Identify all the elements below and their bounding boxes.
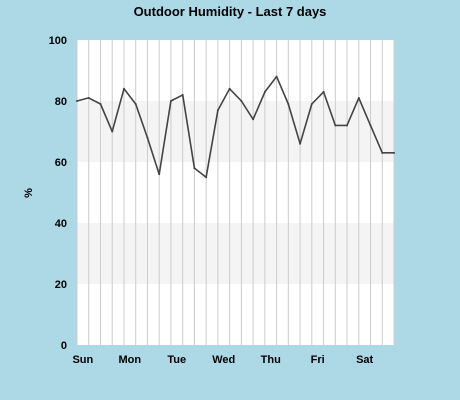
chart-title: Outdoor Humidity - Last 7 days [134,4,327,19]
x-tick-label-tue: Tue [167,354,186,366]
data-point [205,176,208,179]
data-point [252,118,255,121]
horizontal-band [77,223,394,284]
data-point [76,100,78,102]
x-tick-label-mon: Mon [119,354,142,366]
data-point [87,96,90,99]
plot-background [77,40,394,345]
data-point [99,103,102,106]
data-point [158,173,161,176]
data-point [381,151,384,154]
data-point [299,142,302,145]
data-point [275,75,278,78]
data-point [181,93,184,96]
y-tick-label: 100 [49,35,67,47]
data-point [228,87,231,90]
data-point [322,90,325,93]
data-point [263,90,266,93]
data-point [393,151,395,154]
x-tick-label-sun: Sun [72,354,93,366]
data-point [346,124,349,127]
data-point [169,100,172,102]
data-point [240,100,243,102]
horizontal-band [77,101,394,162]
x-tick-label-thu: Thu [261,354,281,366]
data-point [287,103,290,106]
y-tick-label: 20 [55,279,67,291]
data-point [369,124,372,127]
y-tick-label: 40 [55,218,67,230]
data-point [111,130,114,133]
y-tick-label: 80 [55,96,67,108]
y-tick-label: 0 [61,340,67,352]
data-point [310,103,313,106]
y-tick-label: 60 [55,157,67,169]
data-point [357,96,360,99]
data-point [122,87,125,90]
data-point [216,109,219,112]
y-axis-label: % [23,188,35,198]
data-point [134,103,137,106]
data-point [193,167,196,170]
x-tick-label-fri: Fri [311,354,325,366]
x-tick-label-sat: Sat [356,354,373,366]
data-point [334,124,337,127]
humidity-series-line [76,75,394,179]
plot-area: 0 20 40 60 80 100 Sun Mon Tue Wed Thu Fri Sat [49,35,395,366]
x-tick-label-wed: Wed [212,354,235,366]
data-point [146,136,149,139]
